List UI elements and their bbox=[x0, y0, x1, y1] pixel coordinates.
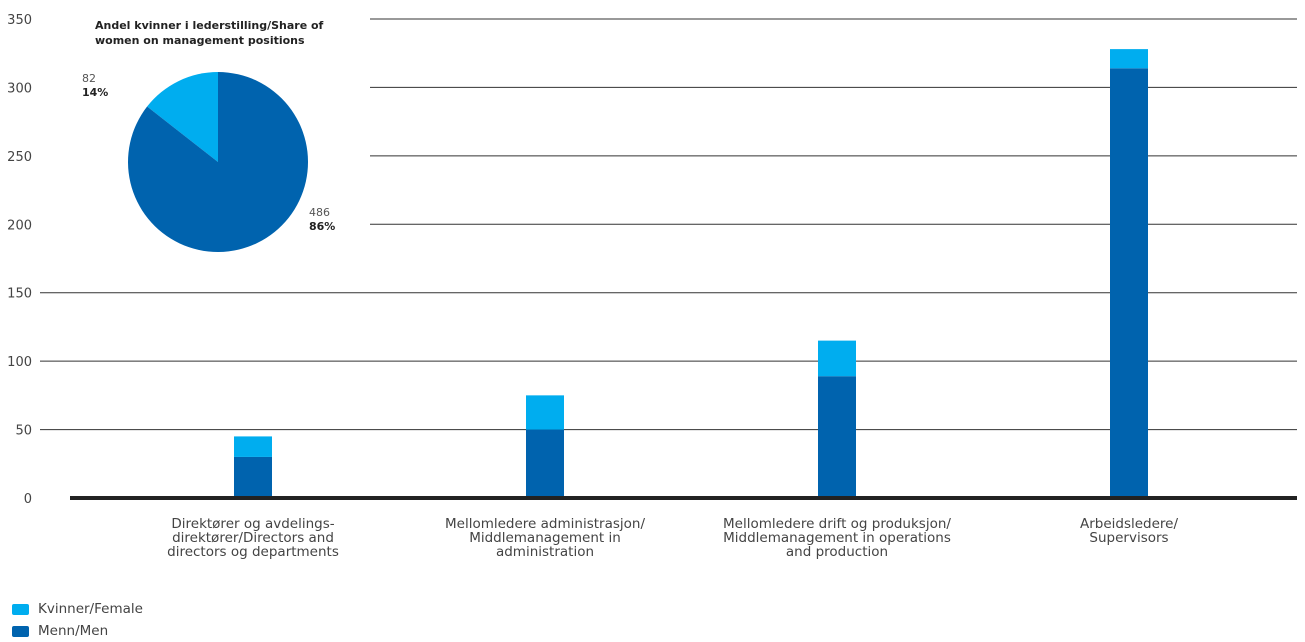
x-category-label: Mellomledere administrasjon/Middlemanage… bbox=[445, 516, 645, 560]
legend-item-male: Menn/Men bbox=[12, 620, 143, 642]
y-tick-label: 50 bbox=[15, 424, 32, 439]
legend-label-female: Kvinner/Female bbox=[38, 601, 143, 617]
pie-percent-label: 86% bbox=[309, 220, 335, 233]
chart: 0 50 100 150 200 250 300 350 Direktører og avde… bbox=[7, 13, 1297, 560]
grid-lines bbox=[40, 18, 1297, 431]
y-tick-label: 100 bbox=[7, 355, 32, 370]
bar-men bbox=[526, 429, 564, 498]
y-tick-label: 300 bbox=[7, 81, 32, 96]
pie-count-label: 82 bbox=[82, 72, 96, 85]
y-tick-label: 250 bbox=[7, 150, 32, 165]
y-tick-label: 350 bbox=[7, 13, 32, 28]
legend-swatch-female bbox=[12, 603, 29, 615]
legend: Kvinner/Female Menn/Men bbox=[12, 598, 143, 642]
pie-count-label: 486 bbox=[309, 206, 330, 219]
y-tick-label: 150 bbox=[7, 287, 32, 302]
x-category-label: Mellomledere drift og produksjon/Middlem… bbox=[723, 516, 951, 560]
bar-men bbox=[818, 376, 856, 498]
legend-swatch-male bbox=[12, 625, 29, 637]
y-tick-label: 0 bbox=[24, 492, 32, 507]
pie-slice-male bbox=[128, 71, 309, 252]
x-category-label: Arbeidsledere/Supervisors bbox=[1080, 516, 1179, 546]
bar-female bbox=[234, 436, 272, 457]
bar-female bbox=[818, 340, 856, 377]
category-labels: Direktører og avdelings-direktører/Direc… bbox=[167, 516, 1178, 560]
x-category-label: Direktører og avdelings-direktører/Direc… bbox=[167, 516, 339, 560]
bars bbox=[234, 49, 1148, 499]
pie-slice-female bbox=[147, 72, 218, 162]
bar-female bbox=[526, 395, 564, 430]
pie-percent-label: 14% bbox=[82, 86, 108, 99]
y-axis-ticks: 0 50 100 150 200 250 300 350 bbox=[7, 13, 32, 507]
legend-label-male: Menn/Men bbox=[38, 623, 109, 639]
y-tick-label: 200 bbox=[7, 218, 32, 233]
pie-chart: Andel kvinner i lederstilling/Share of wo… bbox=[82, 19, 335, 252]
bar-men bbox=[1110, 68, 1148, 499]
bar-female bbox=[1110, 49, 1148, 69]
bar-men bbox=[234, 456, 272, 498]
pie-title: Andel kvinner i lederstilling/Share of wo… bbox=[95, 19, 324, 47]
legend-item-female: Kvinner/Female bbox=[12, 598, 143, 620]
